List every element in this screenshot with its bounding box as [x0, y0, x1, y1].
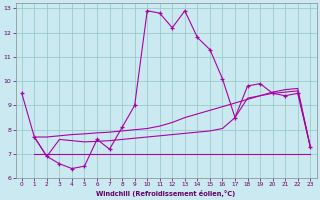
X-axis label: Windchill (Refroidissement éolien,°C): Windchill (Refroidissement éolien,°C) [96, 190, 236, 197]
